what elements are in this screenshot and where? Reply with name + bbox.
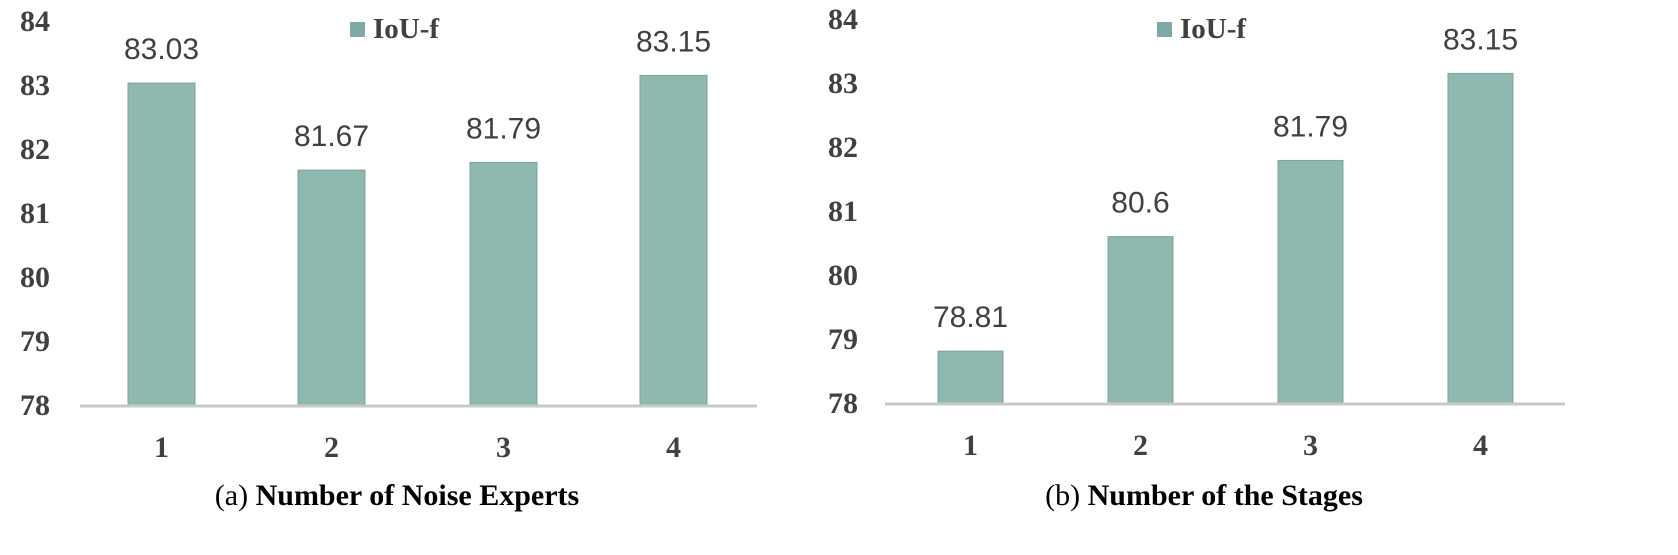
chart-panel-a: 78 79 80 81 82 83 84 83.03 81.67 81.79 83.15 1 2 3 4 Io… [20, 5, 757, 512]
x-tick-label: 2 [1133, 429, 1148, 462]
legend-label: IoU-f [373, 13, 439, 45]
caption: (a) Number of Noise Experts [215, 479, 579, 512]
x-tick-label: 1 [963, 429, 978, 462]
y-tick-label: 82 [828, 131, 858, 164]
bar [1447, 72, 1514, 404]
y-tick-label: 84 [20, 5, 50, 38]
data-label: 81.79 [1273, 110, 1348, 143]
x-tick-label: 2 [324, 431, 339, 464]
y-tick-label: 79 [20, 325, 50, 358]
bar [127, 82, 196, 406]
bar [297, 169, 366, 406]
x-tick-label: 4 [1473, 429, 1488, 462]
y-tick-label: 78 [20, 389, 50, 422]
y-tick-label: 84 [828, 3, 858, 36]
bar [937, 350, 1004, 404]
y-tick-label: 80 [828, 259, 858, 292]
bar [1277, 159, 1344, 404]
data-label: 81.79 [466, 112, 541, 145]
y-tick-label: 81 [828, 195, 858, 228]
caption-title-text: Number of the Stages [1088, 479, 1363, 512]
bar [1107, 236, 1174, 404]
data-label: 83.03 [124, 33, 199, 66]
x-tick-label: 1 [154, 431, 169, 464]
y-tick-label: 80 [20, 261, 50, 294]
caption: (b) Number of the Stages [1045, 479, 1363, 512]
data-label: 80.6 [1111, 187, 1169, 220]
data-label: 83.15 [1443, 23, 1518, 56]
data-label: 78.81 [933, 301, 1008, 334]
legend: IoU-f [1157, 13, 1246, 45]
x-tick-label: 4 [666, 431, 681, 464]
chart-panel-b: 78 79 80 81 82 83 84 78.81 80.6 81.79 83.15 1 2 3 4 IoU… [828, 3, 1565, 512]
caption-title-text: Number of Noise Experts [256, 479, 580, 512]
y-tick-label: 83 [20, 69, 50, 102]
bar [639, 74, 708, 406]
y-tick-label: 78 [828, 387, 858, 420]
x-tick-label: 3 [496, 431, 511, 464]
legend: IoU-f [350, 13, 439, 45]
caption-prefix: (a) [215, 479, 248, 512]
y-tick-label: 81 [20, 197, 50, 230]
bar [469, 161, 538, 406]
y-tick-label: 82 [20, 133, 50, 166]
y-tick-label: 79 [828, 323, 858, 356]
data-label: 83.15 [636, 25, 711, 58]
caption-title [1080, 479, 1088, 512]
legend-swatch [1157, 22, 1172, 37]
y-tick-label: 83 [828, 67, 858, 100]
caption-prefix: (b) [1045, 479, 1080, 512]
data-label: 81.67 [294, 120, 369, 153]
x-tick-label: 3 [1303, 429, 1318, 462]
caption-title [248, 479, 256, 512]
legend-swatch [350, 22, 365, 37]
legend-label: IoU-f [1180, 13, 1246, 45]
